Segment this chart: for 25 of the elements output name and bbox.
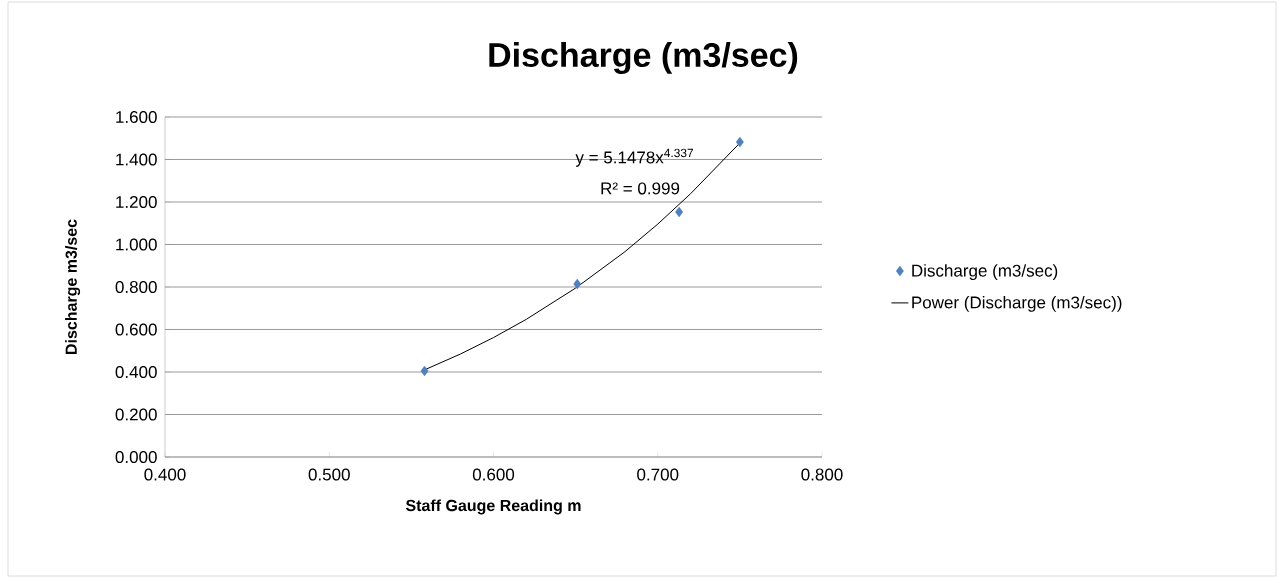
y-tick-label: 0.200 (115, 408, 157, 421)
x-tick-label: 0.500 (308, 468, 350, 481)
point (573, 278, 582, 290)
x-tick-label: 0.400 (144, 468, 186, 481)
y-tick-label: 1.400 (116, 153, 157, 166)
y-tick-label: 1.000 (116, 238, 157, 251)
legend-label: Power (Discharge (m3/sec)) (912, 296, 1122, 312)
legend-label: Discharge (m3/sec) (912, 264, 1058, 281)
chart-title: Discharge (m3/sec) (489, 42, 798, 74)
x-tick-label: 0.700 (637, 468, 679, 481)
point (420, 365, 429, 377)
annotation: R² = 0.999 (601, 182, 680, 195)
annotation: y = 5.1478x$^{4.337}$ (575, 148, 693, 167)
y-tick-label: 1.200 (116, 195, 157, 209)
x-tick-label: 0.800 (801, 468, 843, 481)
y-tick-label: 0.400 (115, 365, 157, 379)
y-tick-label: 1.600 (116, 110, 157, 124)
point (735, 136, 744, 148)
y-axis-title: Discharge m3/sec (65, 219, 81, 354)
y-tick-label: 0.000 (115, 450, 157, 464)
x-axis-title: Staff Gauge Reading m (405, 499, 581, 515)
point (675, 206, 684, 218)
x-tick-label: 0.600 (472, 468, 515, 481)
y-tick-label: 0.600 (115, 323, 157, 336)
y-tick-label: 0.800 (115, 280, 157, 294)
